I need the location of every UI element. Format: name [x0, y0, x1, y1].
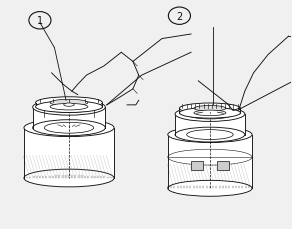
Ellipse shape [50, 100, 88, 106]
Ellipse shape [187, 110, 233, 119]
Polygon shape [24, 128, 114, 178]
Polygon shape [168, 135, 252, 188]
Ellipse shape [33, 100, 105, 116]
Polygon shape [217, 161, 229, 170]
Ellipse shape [175, 107, 245, 122]
Ellipse shape [44, 102, 94, 113]
Polygon shape [33, 108, 105, 128]
Ellipse shape [194, 106, 226, 112]
Ellipse shape [64, 104, 74, 107]
Ellipse shape [168, 127, 252, 143]
Ellipse shape [179, 104, 240, 114]
Ellipse shape [36, 101, 102, 113]
Ellipse shape [179, 108, 240, 119]
Polygon shape [191, 161, 203, 170]
Ellipse shape [24, 169, 114, 187]
Ellipse shape [168, 180, 252, 196]
Ellipse shape [36, 97, 102, 109]
Ellipse shape [24, 119, 114, 137]
Polygon shape [175, 114, 245, 135]
Ellipse shape [50, 104, 88, 110]
Ellipse shape [175, 128, 245, 142]
Ellipse shape [194, 111, 226, 116]
Ellipse shape [187, 130, 233, 140]
Ellipse shape [44, 123, 94, 134]
Text: 1: 1 [37, 16, 43, 26]
Text: 2: 2 [176, 12, 182, 22]
Ellipse shape [33, 120, 105, 136]
